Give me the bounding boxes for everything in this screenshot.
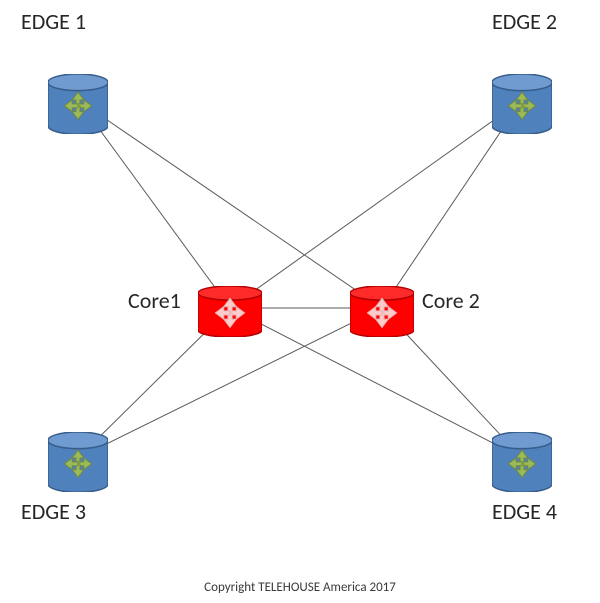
core-node	[350, 286, 414, 330]
switch-icon	[48, 432, 108, 492]
switch-icon	[350, 286, 414, 337]
node-label: EDGE 1	[21, 8, 86, 35]
diagram-canvas: EDGE 1 EDGE 2 Core1 Core 2 EDGE 3 EDGE 4 Copy…	[0, 0, 600, 603]
switch-icon	[492, 432, 552, 492]
node-label: Core 2	[422, 287, 480, 314]
node-label: EDGE 3	[21, 498, 86, 525]
edge-node	[492, 74, 552, 126]
node-label: EDGE 4	[492, 498, 557, 525]
switch-icon	[48, 74, 108, 134]
edge-line	[230, 100, 522, 308]
edge-node	[48, 432, 108, 484]
copyright-footer: Copyright TELEHOUSE America 2017	[0, 580, 600, 595]
node-label: Core1	[128, 287, 181, 314]
edge-node	[492, 432, 552, 484]
switch-icon	[492, 74, 552, 134]
switch-icon	[198, 286, 262, 337]
edge-node	[48, 74, 108, 126]
edge-line	[78, 100, 382, 308]
node-label: EDGE 2	[492, 8, 557, 35]
core-node	[198, 286, 262, 330]
